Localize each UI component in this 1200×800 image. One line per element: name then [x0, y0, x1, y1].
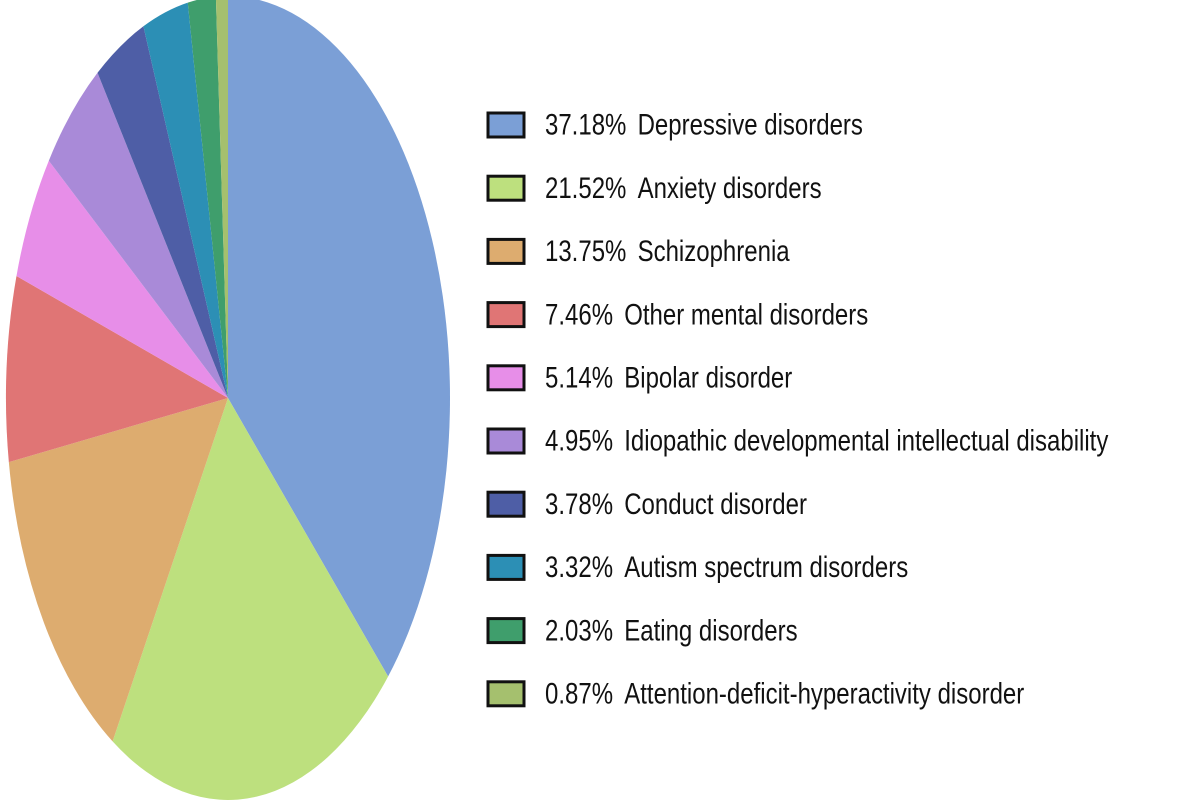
legend-swatch	[486, 237, 526, 265]
pie-slice	[112, 398, 389, 800]
pie-slice	[97, 26, 228, 399]
legend-value: 0.87%	[545, 676, 613, 710]
legend-entry: 2.03% Eating disorders	[545, 613, 798, 647]
legend-label: 5.14% Bipolar disorder	[545, 360, 792, 394]
legend-label: 37.18% Depressive disorders	[545, 107, 863, 141]
legend-value: 21.52%	[545, 171, 626, 205]
pie-slice	[16, 160, 229, 398]
pie-slice	[48, 72, 229, 398]
legend-value: 37.18%	[545, 107, 626, 141]
legend-entry: 3.32% Autism spectrum disorders	[545, 550, 908, 584]
legend-label: 7.46% Other mental disorders	[545, 297, 868, 331]
legend-swatch	[486, 174, 526, 202]
legend-name: Schizophrenia	[638, 234, 791, 268]
legend-name: Anxiety disorders	[638, 171, 822, 205]
legend-entry: 3.78% Conduct disorder	[545, 487, 807, 521]
legend-name: Autism spectrum disorders	[624, 550, 908, 584]
legend-name: Conduct disorder	[624, 487, 807, 521]
legend-label: 4.95% Idiopathic developmental intellectu…	[545, 423, 1109, 457]
legend-value: 7.46%	[545, 297, 613, 331]
legend-swatch	[486, 617, 526, 645]
legend-label: 2.03% Eating disorders	[545, 613, 798, 647]
legend-entry: 0.87% Attention-deficit-hyperactivity dis…	[545, 676, 1024, 710]
legend-entry: 4.95% Idiopathic developmental intellectu…	[545, 423, 1109, 457]
legend-swatch	[486, 490, 526, 518]
legend-swatch	[486, 680, 526, 708]
legend-entry: 21.52% Anxiety disorders	[545, 171, 822, 205]
pie-slice	[187, 0, 228, 398]
pie-slice	[143, 2, 228, 398]
legend-name: Idiopathic developmental intellectual di…	[624, 423, 1108, 457]
legend-name: Other mental disorders	[624, 297, 868, 331]
legend-label: 0.87% Attention-deficit-hyperactivity dis…	[545, 676, 1024, 710]
pie-slice	[215, 0, 228, 398]
legend-label: 13.75% Schizophrenia	[545, 234, 790, 268]
legend-label: 3.78% Conduct disorder	[545, 487, 807, 521]
legend-swatch	[486, 364, 526, 392]
pie-slice	[5, 275, 228, 463]
legend-entry: 7.46% Other mental disorders	[545, 297, 868, 331]
legend-entry: 5.14% Bipolar disorder	[545, 360, 792, 394]
legend: 37.18% Depressive disorders 21.52% Anxiety …	[486, 107, 1109, 710]
legend-name: Depressive disorders	[638, 107, 863, 141]
legend-value: 3.78%	[545, 487, 613, 521]
legend-value: 3.32%	[545, 550, 613, 584]
legend-label: 21.52% Anxiety disorders	[545, 171, 822, 205]
legend-name: Eating disorders	[624, 613, 797, 647]
legend-value: 13.75%	[545, 234, 626, 268]
legend-name: Attention-deficit-hyperactivity disorder	[624, 676, 1024, 710]
pie-slice	[8, 398, 229, 742]
legend-name: Bipolar disorder	[624, 360, 792, 394]
legend-entry: 37.18% Depressive disorders	[545, 107, 863, 141]
pie-slice	[228, 0, 450, 677]
legend-swatch	[486, 427, 526, 455]
legend-swatch	[486, 553, 526, 581]
legend-entry: 13.75% Schizophrenia	[545, 234, 790, 268]
legend-value: 5.14%	[545, 360, 613, 394]
legend-swatch	[486, 301, 526, 329]
legend-swatch	[486, 111, 526, 139]
legend-label: 3.32% Autism spectrum disorders	[545, 550, 908, 584]
legend-value: 2.03%	[545, 613, 613, 647]
legend-value: 4.95%	[545, 423, 613, 457]
pie	[5, 0, 450, 800]
